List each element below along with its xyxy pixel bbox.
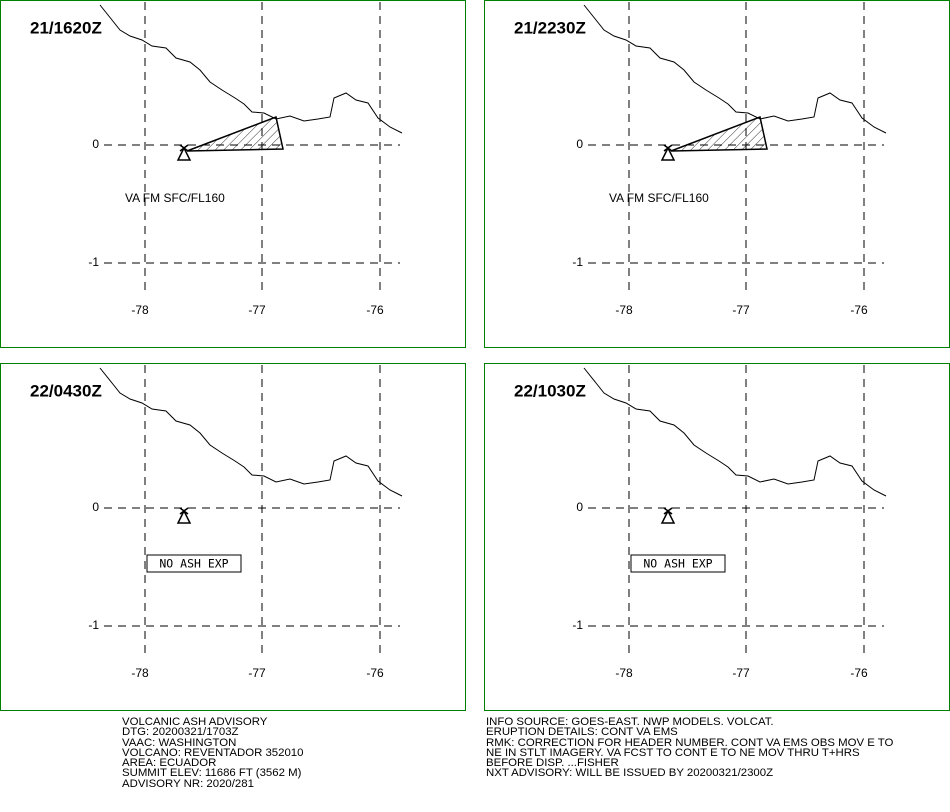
coastline xyxy=(583,367,887,497)
advisory-line: BEFORE DISP. ...FISHER xyxy=(486,757,619,770)
lon-label: -77 xyxy=(248,666,266,680)
lat-label: -1 xyxy=(88,618,99,632)
advisory-line: DTG: 20200321/1703Z xyxy=(122,726,239,739)
coastline xyxy=(99,4,403,134)
note-box xyxy=(146,554,242,573)
lat-label: -1 xyxy=(88,255,99,269)
lat-label: 0 xyxy=(92,137,99,151)
advisory-line: NE IN STLT IMAGERY. VA FCST TO CONT E TO… xyxy=(486,746,860,759)
lon-label: -77 xyxy=(732,666,750,680)
advisory-line: VAAC: WASHINGTON xyxy=(122,736,237,749)
ash-plume xyxy=(670,115,768,152)
advisory-line: AREA: ECUADOR xyxy=(122,757,217,770)
lon-label: -78 xyxy=(615,303,633,317)
lon-label: -76 xyxy=(850,303,868,317)
panel-border xyxy=(0,363,466,711)
lon-label: -78 xyxy=(131,303,149,317)
lat-label: -1 xyxy=(572,618,583,632)
advisory-right: INFO SOURCE: GOES-EAST. NWP MODELS. VOLC… xyxy=(486,716,894,780)
advisory-line: ERUPTION DETAILS: CONT VA EMS xyxy=(486,726,678,739)
lon-label: -76 xyxy=(366,303,384,317)
advisory-left: VOLCANIC ASH ADVISORY DTG: 20200321/1703Z… xyxy=(122,716,304,790)
volcano xyxy=(660,507,676,524)
lon-label: -76 xyxy=(366,666,384,680)
advisory-line: INFO SOURCE: GOES-EAST. NWP MODELS. VOLC… xyxy=(486,716,774,728)
title-bg xyxy=(26,16,108,40)
ash-note: VA FM SFC/FL160 xyxy=(609,191,709,205)
lon-label: -77 xyxy=(248,303,266,317)
ash-plume xyxy=(186,115,284,152)
lat-label: 0 xyxy=(576,500,583,514)
map-panels: 0 -1 -78 -77 -76 21/1620Z VA FM SFC/FL160 0 -1 -7… xyxy=(0,0,950,711)
lat-label: -1 xyxy=(572,255,583,269)
lon-label: -77 xyxy=(732,303,750,317)
ash-note: VA FM SFC/FL160 xyxy=(125,191,225,205)
map-panel: 0 -1 -78 -77 -76 22/1030Z NO ASH EXP xyxy=(484,363,950,711)
advisory-line: NXT ADVISORY: WILL BE ISSUED BY 20200321… xyxy=(486,767,774,780)
coastline xyxy=(583,4,887,134)
advisory-line: VOLCANO: REVENTADOR 352010 xyxy=(122,746,304,759)
panel-time: 22/0430Z xyxy=(30,381,102,400)
volcano xyxy=(176,144,192,161)
advisory-line: ADVISORY NR: 2020/281 xyxy=(122,777,254,790)
panel-time: 21/1620Z xyxy=(30,18,102,37)
panel-time: 22/1030Z xyxy=(514,381,586,400)
advisory-line: RMK: CORRECTION FOR HEADER NUMBER. CONT … xyxy=(486,736,894,749)
note-box xyxy=(630,554,726,573)
panel-time: 21/2230Z xyxy=(514,18,586,37)
volcano xyxy=(660,144,676,161)
title-bg xyxy=(510,379,592,403)
lon-label: -78 xyxy=(131,666,149,680)
advisory-line: VOLCANIC ASH ADVISORY xyxy=(122,716,268,728)
panel-border xyxy=(484,363,950,711)
ash-note: NO ASH EXP xyxy=(643,557,712,571)
coastline xyxy=(99,367,403,497)
map-panel: 0 -1 -78 -77 -76 21/2230Z VA FM SFC/FL160 xyxy=(484,0,950,348)
lon-label: -78 xyxy=(615,666,633,680)
lat-label: 0 xyxy=(576,137,583,151)
panel-border xyxy=(484,0,950,348)
lon-label: -76 xyxy=(850,666,868,680)
ash-note: NO ASH EXP xyxy=(159,557,228,571)
map-panel: 0 -1 -78 -77 -76 21/1620Z VA FM SFC/FL160 xyxy=(0,0,466,348)
advisory-line: SUMMIT ELEV: 11686 FT (3562 M) xyxy=(122,767,302,780)
title-bg xyxy=(510,16,592,40)
panel-border xyxy=(0,0,466,348)
volcano xyxy=(176,507,192,524)
map-panel: 0 -1 -78 -77 -76 22/0430Z NO ASH EXP xyxy=(0,363,466,711)
title-bg xyxy=(26,379,108,403)
lat-label: 0 xyxy=(92,500,99,514)
